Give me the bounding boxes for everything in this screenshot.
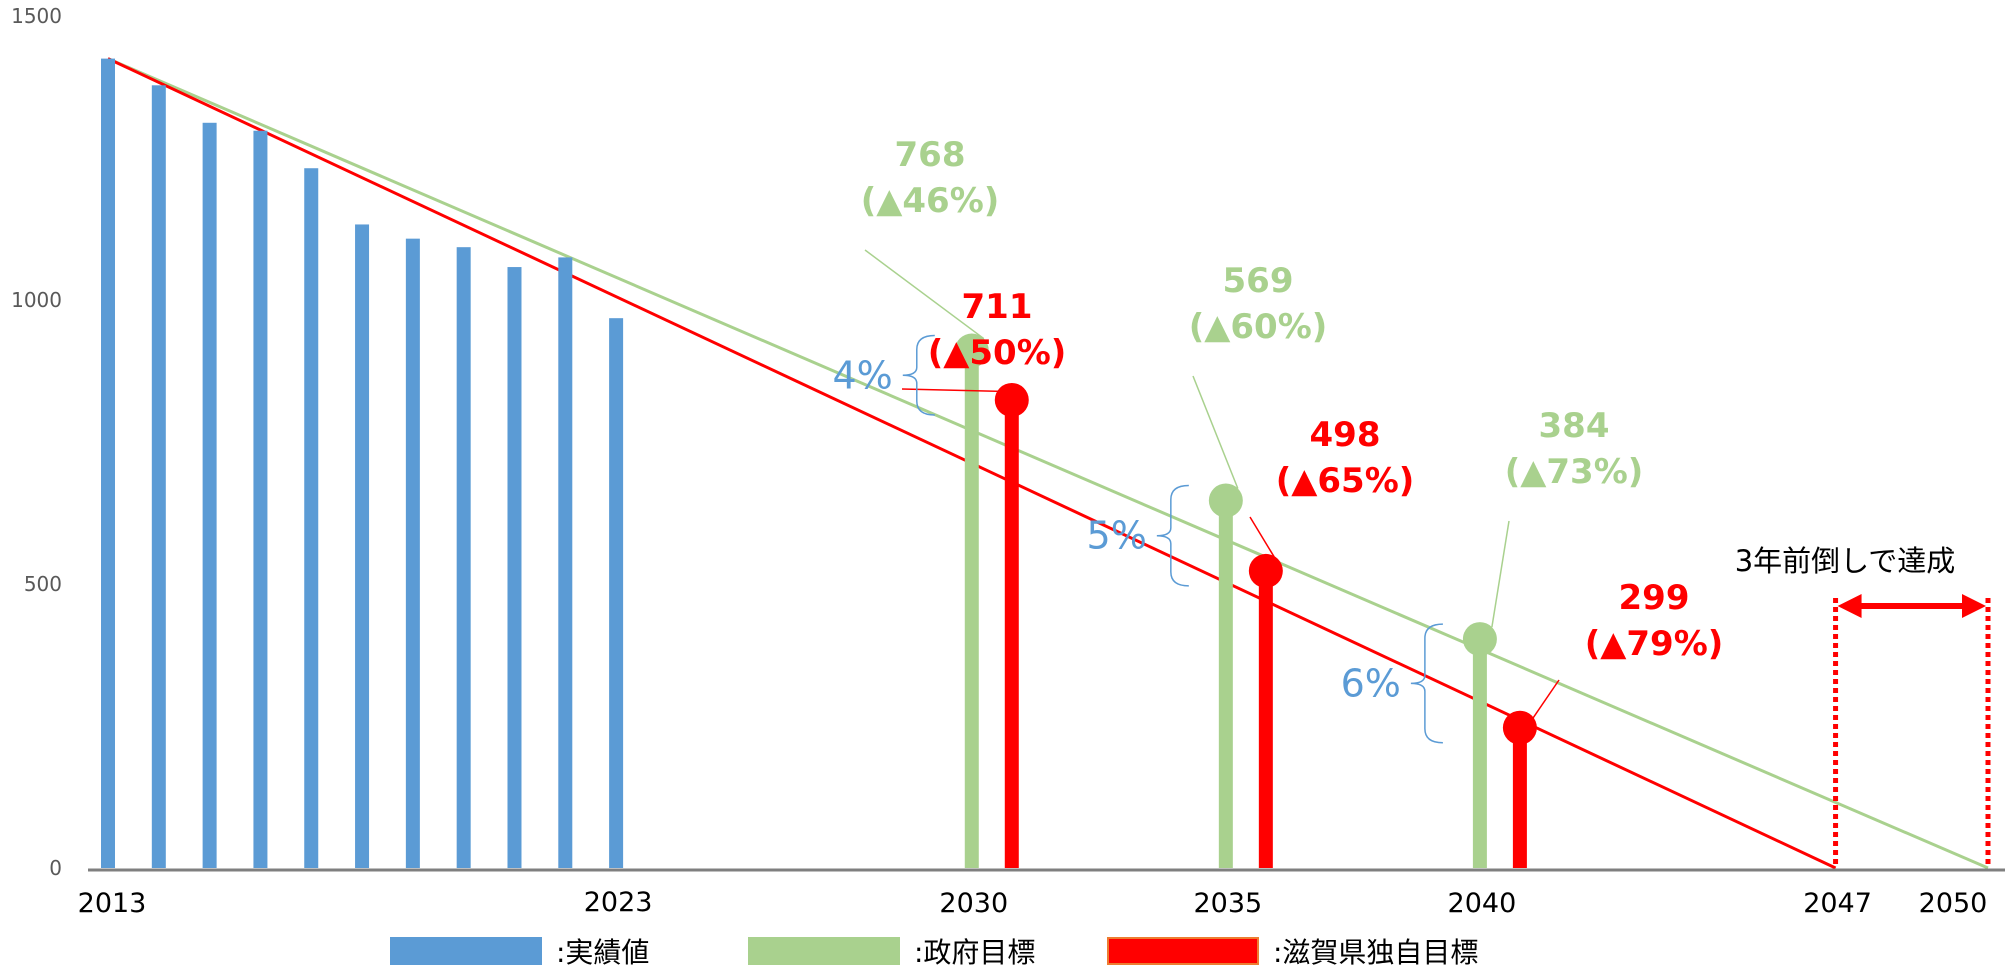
legend-item-actual: :実績値 <box>390 934 650 969</box>
government-leader-line <box>1192 375 1239 489</box>
early-achievement-label: 3年前倒しで達成 <box>1735 544 1956 578</box>
gap-brace <box>1156 484 1189 587</box>
shiga-value-label: 498 <box>1310 415 1381 455</box>
shiga-leader-line <box>1531 679 1560 721</box>
trend-line-government <box>107 57 1989 870</box>
shiga-leader-line <box>1249 516 1279 564</box>
x-tick-label: 2047 <box>1803 888 1872 919</box>
shiga-value-label: 711 <box>962 287 1033 327</box>
government-target-marker-2035 <box>1208 483 1243 518</box>
government-value-label: 569 <box>1223 261 1294 301</box>
bars <box>101 58 1537 869</box>
shiga-reduction-label: (▲65%) <box>1276 461 1415 501</box>
government-target-bar-2035 <box>1218 500 1233 868</box>
legend-label-government: :政府目標 <box>914 936 1036 969</box>
trend-lines <box>107 57 1989 870</box>
axes: 0 500 1000 1500 2013 2023 2030 2035 2040 2047 2050 <box>11 4 2005 919</box>
government-reduction-label: (▲60%) <box>1189 307 1328 347</box>
annotations: 768 (▲46%) 569 (▲60%) 384 (▲73%) 711 (▲50%) 498 (… <box>832 135 1991 868</box>
x-tick-label: 2050 <box>1919 888 1988 919</box>
actual-bar-2014 <box>151 85 166 868</box>
legend-item-government: :政府目標 <box>748 934 1036 969</box>
actual-bar-2020 <box>456 247 471 868</box>
legend-label-actual: :実績値 <box>556 936 650 969</box>
government-value-label: 384 <box>1539 406 1610 446</box>
gap-percent-label: 6% <box>1341 661 1401 705</box>
x-tick-label: 2040 <box>1448 888 1517 919</box>
actual-bar-2013 <box>101 58 115 869</box>
shiga-target-bar-2040 <box>1512 727 1527 868</box>
x-tick-label: 2030 <box>939 888 1008 919</box>
legend-swatch-shiga <box>1107 937 1259 965</box>
shiga-leader-line <box>901 388 1024 393</box>
actual-bar-2019 <box>405 238 420 868</box>
government-leader-line <box>864 249 985 340</box>
legend: :実績値 :政府目標 :滋賀県独自目標 <box>0 934 2005 969</box>
actual-bar-2023 <box>609 318 624 868</box>
emissions-chart: 0 500 1000 1500 2013 2023 2030 2035 2040 2047 2050… <box>11 4 2005 919</box>
government-target-marker-2040 <box>1462 622 1497 657</box>
gap-percent-label: 5% <box>1087 514 1147 558</box>
government-value-label: 768 <box>895 135 966 175</box>
government-target-marker-2030 <box>954 333 989 368</box>
shiga-target-bar-2035 <box>1258 570 1273 868</box>
legend-swatch-actual <box>390 937 542 965</box>
government-target-bar-2040 <box>1472 639 1487 868</box>
shiga-target-marker-2030 <box>994 382 1029 417</box>
legend-swatch-government <box>748 937 900 965</box>
gap-brace <box>902 334 935 416</box>
x-tick-label: 2023 <box>584 887 653 918</box>
arrow-head-left <box>1837 594 1862 618</box>
x-tick-label: 2035 <box>1193 888 1262 919</box>
y-tick-label: 500 <box>24 572 62 596</box>
actual-bar-2018 <box>355 224 370 868</box>
government-target-bar-2030 <box>964 350 979 868</box>
actual-bar-2022 <box>558 257 573 868</box>
y-tick-label: 1000 <box>11 288 62 312</box>
legend-label-shiga: :滋賀県独自目標 <box>1273 936 1479 969</box>
actual-bar-2017 <box>304 168 319 868</box>
arrow-head-right <box>1962 594 1986 618</box>
y-tick-label: 0 <box>49 856 62 880</box>
shiga-reduction-label: (▲79%) <box>1585 624 1724 664</box>
shiga-target-marker-2040 <box>1502 710 1537 745</box>
shiga-reduction-label: (▲50%) <box>928 333 1067 373</box>
government-leader-line <box>1491 520 1510 628</box>
actual-bar-2015 <box>202 122 217 868</box>
legend-item-shiga: :滋賀県独自目標 <box>1107 934 1479 969</box>
government-reduction-label: (▲73%) <box>1505 452 1644 492</box>
actual-bar-2016 <box>253 130 268 869</box>
shiga-target-bar-2030 <box>1004 399 1019 868</box>
x-tick-label: 2013 <box>78 888 147 919</box>
shiga-target-marker-2035 <box>1248 553 1283 588</box>
gap-percent-label: 4% <box>832 353 892 397</box>
shiga-value-label: 299 <box>1619 578 1690 618</box>
actual-bar-2021 <box>507 267 522 868</box>
government-reduction-label: (▲46%) <box>861 181 1000 221</box>
y-tick-label: 1500 <box>11 4 62 28</box>
